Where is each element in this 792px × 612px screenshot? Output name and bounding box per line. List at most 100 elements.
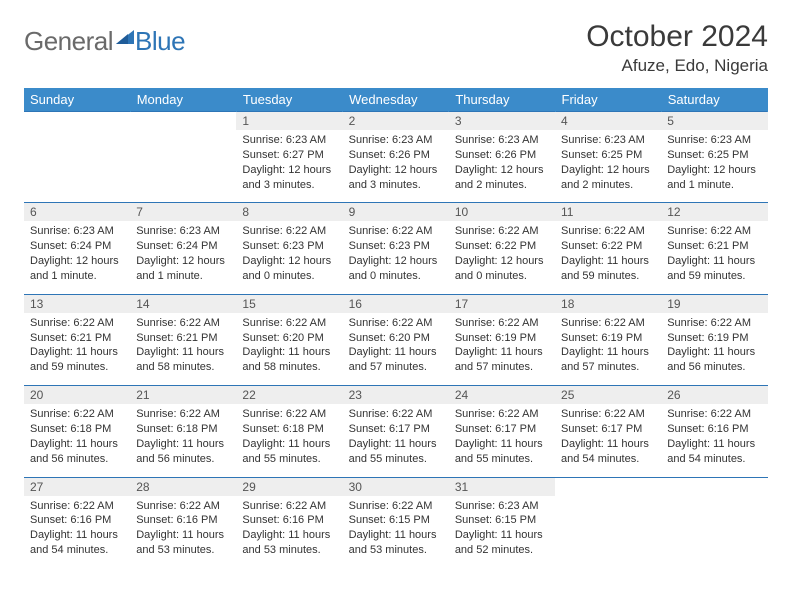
daylight-text: Daylight: 12 hours and 1 minute.	[30, 254, 124, 284]
day-number: 15	[236, 294, 342, 313]
sunrise-text: Sunrise: 6:22 AM	[561, 407, 655, 422]
weekday-header: Friday	[555, 88, 661, 112]
daylight-text: Daylight: 11 hours and 58 minutes.	[136, 345, 230, 375]
day-number: 19	[661, 294, 767, 313]
weekday-header: Tuesday	[236, 88, 342, 112]
sunrise-text: Sunrise: 6:22 AM	[242, 224, 336, 239]
day-info: Sunrise: 6:23 AMSunset: 6:26 PMDaylight:…	[343, 130, 449, 203]
day-info-row: Sunrise: 6:22 AMSunset: 6:18 PMDaylight:…	[24, 404, 768, 477]
empty-cell	[555, 477, 661, 496]
daylight-text: Daylight: 11 hours and 58 minutes.	[242, 345, 336, 375]
day-number: 11	[555, 203, 661, 222]
sunset-text: Sunset: 6:20 PM	[349, 331, 443, 346]
day-info-row: Sunrise: 6:22 AMSunset: 6:16 PMDaylight:…	[24, 496, 768, 568]
day-number: 18	[555, 294, 661, 313]
weekday-header: Thursday	[449, 88, 555, 112]
sunset-text: Sunset: 6:24 PM	[30, 239, 124, 254]
daylight-text: Daylight: 12 hours and 2 minutes.	[561, 163, 655, 193]
daylight-text: Daylight: 12 hours and 2 minutes.	[455, 163, 549, 193]
daylight-text: Daylight: 11 hours and 55 minutes.	[455, 437, 549, 467]
sunrise-text: Sunrise: 6:22 AM	[242, 407, 336, 422]
sunrise-text: Sunrise: 6:22 AM	[455, 407, 549, 422]
empty-cell	[661, 496, 767, 568]
day-number: 8	[236, 203, 342, 222]
daylight-text: Daylight: 11 hours and 53 minutes.	[242, 528, 336, 558]
empty-cell	[24, 130, 130, 203]
sunrise-text: Sunrise: 6:23 AM	[455, 499, 549, 514]
day-number-row: 13141516171819	[24, 294, 768, 313]
daylight-text: Daylight: 11 hours and 54 minutes.	[667, 437, 761, 467]
brand-part1: General	[24, 26, 113, 57]
day-number: 21	[130, 386, 236, 405]
day-number: 4	[555, 112, 661, 131]
sunrise-text: Sunrise: 6:22 AM	[136, 316, 230, 331]
daylight-text: Daylight: 11 hours and 59 minutes.	[30, 345, 124, 375]
sunrise-text: Sunrise: 6:22 AM	[30, 499, 124, 514]
sunrise-text: Sunrise: 6:22 AM	[136, 499, 230, 514]
day-number: 14	[130, 294, 236, 313]
sunrise-text: Sunrise: 6:22 AM	[136, 407, 230, 422]
daylight-text: Daylight: 11 hours and 59 minutes.	[667, 254, 761, 284]
day-number: 7	[130, 203, 236, 222]
daylight-text: Daylight: 12 hours and 3 minutes.	[242, 163, 336, 193]
day-info-row: Sunrise: 6:23 AMSunset: 6:24 PMDaylight:…	[24, 221, 768, 294]
sunset-text: Sunset: 6:19 PM	[667, 331, 761, 346]
daylight-text: Daylight: 12 hours and 0 minutes.	[455, 254, 549, 284]
daylight-text: Daylight: 11 hours and 55 minutes.	[349, 437, 443, 467]
sunrise-text: Sunrise: 6:22 AM	[349, 499, 443, 514]
daylight-text: Daylight: 11 hours and 53 minutes.	[136, 528, 230, 558]
day-number: 23	[343, 386, 449, 405]
sunrise-text: Sunrise: 6:23 AM	[136, 224, 230, 239]
day-number-row: 2728293031	[24, 477, 768, 496]
sunset-text: Sunset: 6:15 PM	[349, 513, 443, 528]
page-header: General Blue October 2024 Afuze, Edo, Ni…	[24, 20, 768, 76]
daylight-text: Daylight: 11 hours and 59 minutes.	[561, 254, 655, 284]
day-info: Sunrise: 6:22 AMSunset: 6:21 PMDaylight:…	[130, 313, 236, 386]
day-info-row: Sunrise: 6:23 AMSunset: 6:27 PMDaylight:…	[24, 130, 768, 203]
day-number-row: 12345	[24, 112, 768, 131]
day-number: 3	[449, 112, 555, 131]
sunset-text: Sunset: 6:21 PM	[667, 239, 761, 254]
daylight-text: Daylight: 11 hours and 57 minutes.	[349, 345, 443, 375]
day-info: Sunrise: 6:22 AMSunset: 6:22 PMDaylight:…	[555, 221, 661, 294]
day-info: Sunrise: 6:22 AMSunset: 6:16 PMDaylight:…	[24, 496, 130, 568]
calendar-page: General Blue October 2024 Afuze, Edo, Ni…	[0, 0, 792, 568]
daylight-text: Daylight: 11 hours and 54 minutes.	[30, 528, 124, 558]
sunset-text: Sunset: 6:20 PM	[242, 331, 336, 346]
month-title: October 2024	[586, 20, 768, 54]
day-number: 1	[236, 112, 342, 131]
day-number: 16	[343, 294, 449, 313]
day-info: Sunrise: 6:23 AMSunset: 6:25 PMDaylight:…	[661, 130, 767, 203]
day-number: 5	[661, 112, 767, 131]
day-number: 13	[24, 294, 130, 313]
day-info: Sunrise: 6:23 AMSunset: 6:15 PMDaylight:…	[449, 496, 555, 568]
day-info: Sunrise: 6:22 AMSunset: 6:19 PMDaylight:…	[555, 313, 661, 386]
sunrise-text: Sunrise: 6:22 AM	[349, 316, 443, 331]
day-info: Sunrise: 6:22 AMSunset: 6:21 PMDaylight:…	[24, 313, 130, 386]
day-number: 24	[449, 386, 555, 405]
sunrise-text: Sunrise: 6:23 AM	[561, 133, 655, 148]
sunset-text: Sunset: 6:27 PM	[242, 148, 336, 163]
sunrise-text: Sunrise: 6:22 AM	[455, 224, 549, 239]
sunset-text: Sunset: 6:25 PM	[667, 148, 761, 163]
sunrise-text: Sunrise: 6:22 AM	[455, 316, 549, 331]
day-info: Sunrise: 6:22 AMSunset: 6:17 PMDaylight:…	[555, 404, 661, 477]
day-number-row: 20212223242526	[24, 386, 768, 405]
daylight-text: Daylight: 12 hours and 3 minutes.	[349, 163, 443, 193]
day-info: Sunrise: 6:23 AMSunset: 6:25 PMDaylight:…	[555, 130, 661, 203]
weekday-header-row: Sunday Monday Tuesday Wednesday Thursday…	[24, 88, 768, 112]
sunrise-text: Sunrise: 6:22 AM	[30, 316, 124, 331]
sunset-text: Sunset: 6:19 PM	[561, 331, 655, 346]
day-number: 28	[130, 477, 236, 496]
sunset-text: Sunset: 6:16 PM	[242, 513, 336, 528]
brand-part2: Blue	[135, 26, 185, 57]
sail-icon	[116, 30, 134, 44]
daylight-text: Daylight: 11 hours and 56 minutes.	[667, 345, 761, 375]
daylight-text: Daylight: 11 hours and 57 minutes.	[455, 345, 549, 375]
day-info: Sunrise: 6:22 AMSunset: 6:20 PMDaylight:…	[343, 313, 449, 386]
sunrise-text: Sunrise: 6:22 AM	[667, 224, 761, 239]
sunset-text: Sunset: 6:22 PM	[455, 239, 549, 254]
sunset-text: Sunset: 6:16 PM	[30, 513, 124, 528]
sunset-text: Sunset: 6:17 PM	[561, 422, 655, 437]
day-info: Sunrise: 6:22 AMSunset: 6:16 PMDaylight:…	[661, 404, 767, 477]
